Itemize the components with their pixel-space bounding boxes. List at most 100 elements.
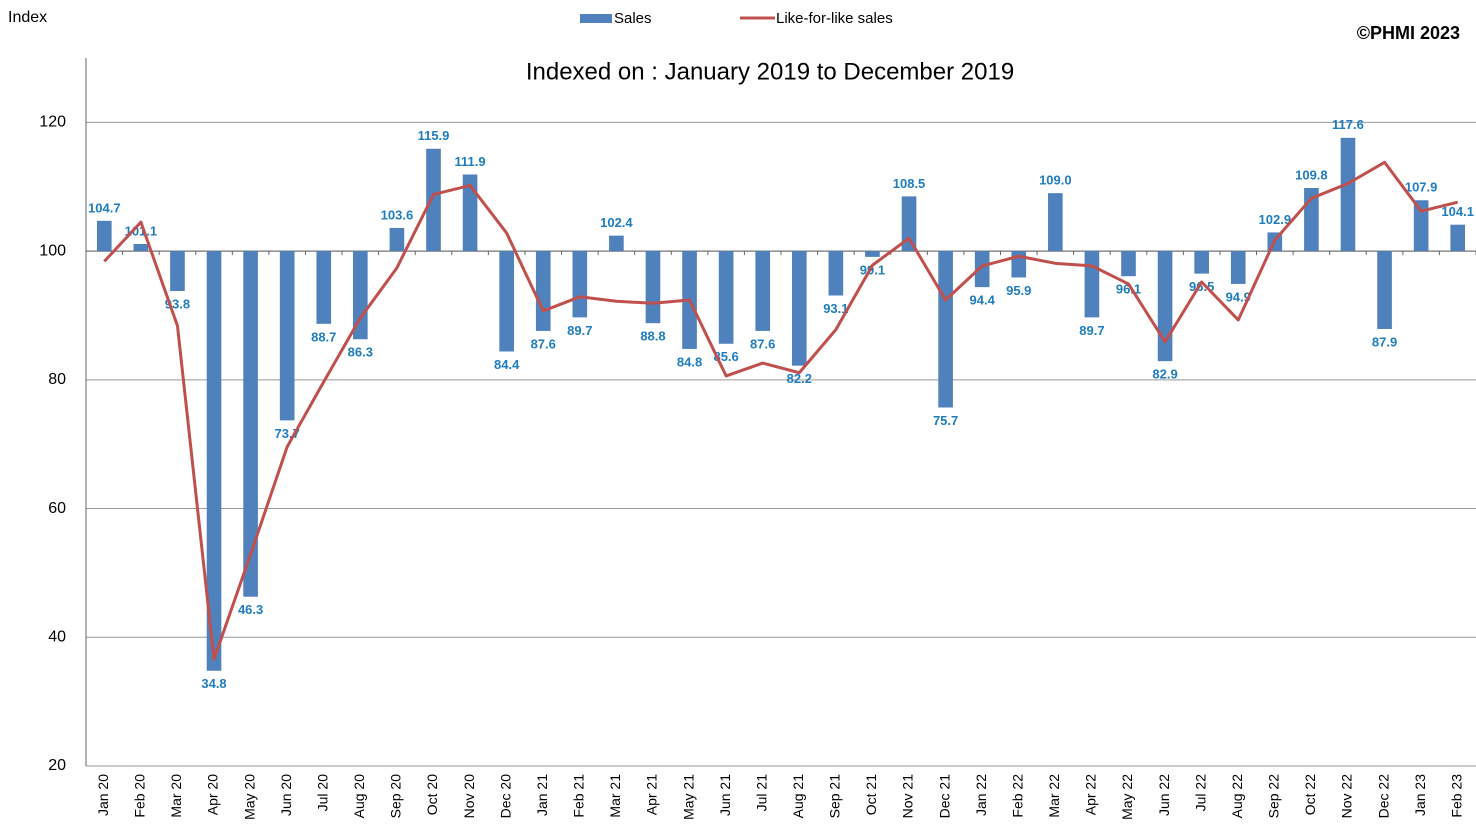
bar xyxy=(755,251,771,331)
value-label: 88.7 xyxy=(311,329,336,344)
bar xyxy=(535,251,551,331)
value-label: 107.9 xyxy=(1405,180,1438,195)
x-tick-label: Apr 22 xyxy=(1083,774,1099,815)
y-tick-label: 80 xyxy=(48,371,66,388)
value-label: 82.9 xyxy=(1152,367,1177,382)
x-tick-label: Oct 22 xyxy=(1302,774,1318,815)
bar xyxy=(901,196,917,252)
x-tick-label: Jun 21 xyxy=(717,774,733,816)
value-label: 84.4 xyxy=(494,357,520,372)
chart-title: Indexed on : January 2019 to December 20… xyxy=(526,58,1014,85)
x-tick-label: Dec 22 xyxy=(1375,774,1391,819)
legend-label: Sales xyxy=(614,10,652,27)
value-label: 109.8 xyxy=(1295,167,1328,182)
value-label: 101.1 xyxy=(125,223,158,238)
y-tick-label: 40 xyxy=(48,628,66,645)
x-tick-label: Dec 21 xyxy=(936,774,952,819)
line xyxy=(103,160,1459,661)
bar xyxy=(1194,251,1209,274)
value-label: 46.3 xyxy=(238,602,263,617)
bar xyxy=(1413,200,1429,252)
value-label: 102.9 xyxy=(1259,212,1292,227)
value-label: 103.6 xyxy=(381,207,414,222)
value-label: 95.9 xyxy=(1006,283,1031,298)
bar xyxy=(572,251,588,318)
value-label: 93.1 xyxy=(823,301,848,316)
value-label: 102.4 xyxy=(600,215,633,230)
x-tick-label: Jul 20 xyxy=(314,774,330,812)
y-tick-label: 120 xyxy=(39,114,66,131)
bar xyxy=(462,174,478,252)
x-tick-label: Aug 21 xyxy=(790,774,806,819)
value-label: 89.7 xyxy=(567,323,592,338)
bar xyxy=(316,251,332,324)
y-tick-label: 100 xyxy=(39,242,66,259)
x-tick-label: Jun 22 xyxy=(1156,774,1172,816)
value-label: 84.8 xyxy=(677,354,702,369)
value-label: 109.0 xyxy=(1039,173,1072,188)
value-label: 111.9 xyxy=(455,154,486,169)
value-label: 115.9 xyxy=(418,128,450,143)
bar xyxy=(279,251,295,421)
value-label: 86.3 xyxy=(348,345,373,360)
bar xyxy=(1340,137,1356,252)
x-tick-label: Oct 21 xyxy=(863,774,879,815)
bar xyxy=(243,251,258,597)
bar xyxy=(609,235,624,252)
bar xyxy=(1377,251,1392,329)
x-tick-label: Mar 22 xyxy=(1046,774,1062,818)
x-tick-label: Mar 20 xyxy=(168,774,184,818)
x-tick-label: Jan 21 xyxy=(534,774,550,816)
x-tick-label: Jul 21 xyxy=(753,774,769,812)
value-label: 104.7 xyxy=(88,200,121,215)
bar xyxy=(389,227,405,252)
value-label: 87.6 xyxy=(531,336,556,351)
copyright: ©PHMI 2023 xyxy=(1357,23,1460,43)
bar xyxy=(974,251,990,288)
x-tick-label: Jan 22 xyxy=(973,774,989,816)
bar xyxy=(791,251,807,366)
value-label: 89.7 xyxy=(1079,323,1104,338)
x-tick-label: Feb 20 xyxy=(132,774,148,818)
y-axis-label: Index xyxy=(8,9,47,26)
bar xyxy=(499,251,514,352)
bar xyxy=(96,220,112,252)
bar xyxy=(1048,193,1063,252)
bar xyxy=(133,244,149,252)
value-label: 88.8 xyxy=(640,329,665,344)
bar xyxy=(865,251,880,257)
x-tick-label: Sep 22 xyxy=(1266,774,1282,819)
legend-label: Like-for-like sales xyxy=(776,10,893,27)
x-tick-label: Jul 22 xyxy=(1192,774,1208,812)
x-tick-label: Apr 20 xyxy=(205,774,221,815)
x-tick-label: Nov 21 xyxy=(900,774,916,819)
x-tick-label: May 21 xyxy=(680,774,696,820)
x-tick-label: Feb 22 xyxy=(1009,774,1025,818)
x-tick-label: May 22 xyxy=(1119,774,1135,820)
x-tick-label: Jan 20 xyxy=(95,774,111,816)
x-tick-label: Nov 20 xyxy=(461,774,477,819)
x-tick-label: Mar 21 xyxy=(607,774,623,818)
x-tick-label: Jan 23 xyxy=(1412,774,1428,816)
x-tick-label: May 20 xyxy=(241,774,257,820)
x-tick-label: Sep 21 xyxy=(827,774,843,819)
bar xyxy=(1230,251,1246,284)
x-tick-label: Feb 21 xyxy=(571,774,587,818)
y-tick-label: 20 xyxy=(48,757,66,774)
bar xyxy=(1084,251,1100,318)
legend-swatch xyxy=(580,14,612,23)
x-tick-label: Sep 20 xyxy=(388,774,404,819)
value-label: 104.1 xyxy=(1441,204,1474,219)
x-tick-label: Aug 20 xyxy=(351,774,367,819)
bar xyxy=(206,251,222,671)
bar xyxy=(353,251,368,340)
bar xyxy=(1157,251,1173,362)
x-tick-label: Nov 22 xyxy=(1339,774,1355,819)
x-tick-label: Oct 20 xyxy=(424,774,440,815)
x-tick-label: Jun 20 xyxy=(278,774,294,816)
x-tick-label: Feb 23 xyxy=(1448,774,1464,818)
y-tick-label: 60 xyxy=(48,500,66,517)
bar xyxy=(828,251,844,296)
x-tick-label: Aug 22 xyxy=(1229,774,1245,819)
x-tick-label: Apr 21 xyxy=(644,774,660,815)
